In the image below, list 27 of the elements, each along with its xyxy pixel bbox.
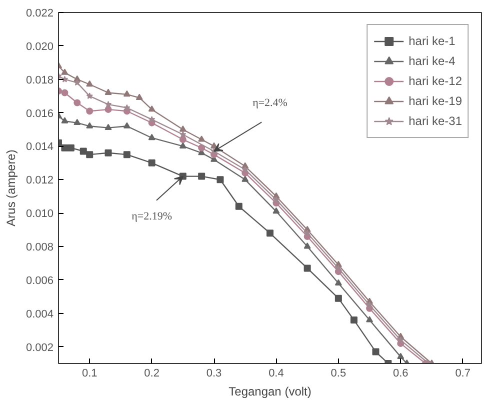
x-tick-label: 0.5 — [330, 368, 346, 380]
annotation: η=2.19% — [132, 210, 172, 222]
y-tick-label: 0.004 — [26, 308, 54, 320]
y-tick-label: 0.022 — [26, 8, 54, 20]
y-axis-title: Arus (ampere) — [4, 150, 18, 226]
y-tick-label: 0.008 — [26, 242, 54, 254]
y-tick-label: 0.014 — [26, 141, 54, 154]
y-tick-label: 0.020 — [26, 40, 54, 53]
legend-label: hari ke-1 — [408, 33, 456, 49]
y-tick-label: 0.016 — [26, 108, 54, 120]
legend-label: hari ke-19 — [408, 93, 462, 109]
legend-label: hari ke-4 — [408, 53, 456, 69]
x-tick-label: 0.2 — [144, 368, 160, 380]
y-tick-label: 0.002 — [26, 342, 54, 354]
x-axis-title: Tegangan (volt) — [228, 384, 312, 398]
y-tick-label: 0.018 — [26, 74, 54, 86]
legend-label: hari ke-12 — [408, 73, 462, 89]
y-tick-label: 0.006 — [26, 274, 54, 287]
x-tick-label: 0.4 — [268, 368, 284, 380]
annotation: η=2.4% — [252, 96, 288, 109]
x-tick-label: 0.7 — [455, 368, 470, 380]
x-tick-label: 0.6 — [392, 368, 408, 380]
y-tick-label: 0.012 — [26, 174, 54, 187]
legend-label: hari ke-31 — [408, 113, 462, 129]
y-tick-label: 0.010 — [26, 208, 54, 220]
x-tick-label: 0.3 — [206, 368, 222, 380]
x-tick-label: 0.1 — [82, 368, 98, 380]
